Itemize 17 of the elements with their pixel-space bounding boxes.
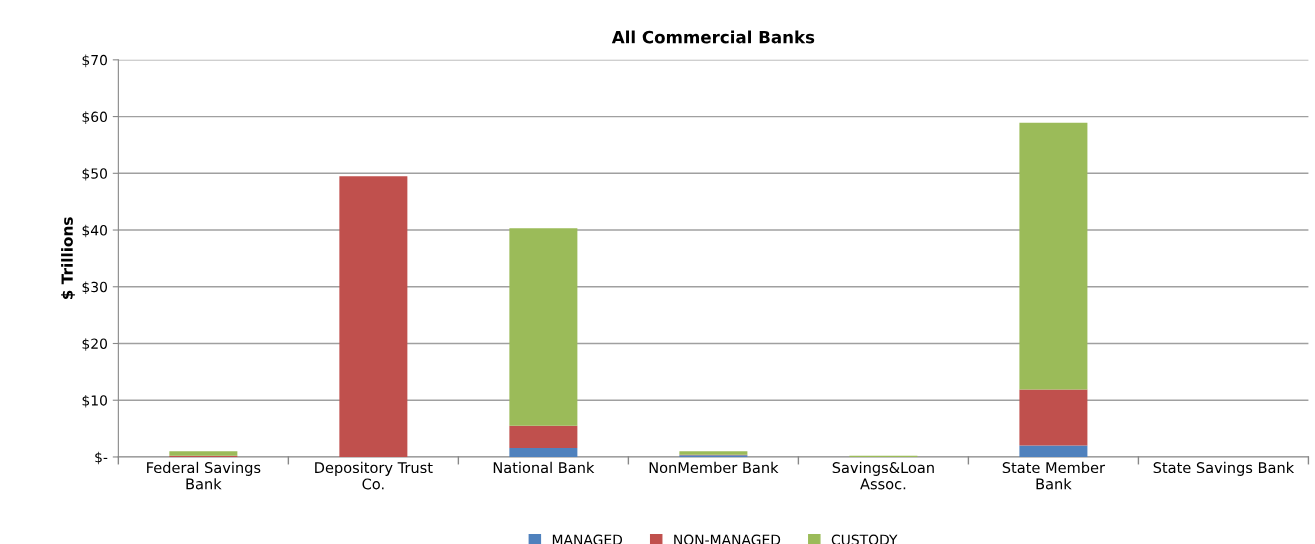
y-tick-label: $- (95, 451, 108, 465)
y-tick-label: $10 (82, 394, 108, 408)
chart-title: All Commercial Banks (611, 30, 815, 44)
x-tick-label: National Bank (493, 461, 595, 474)
y-tick-label: $40 (82, 224, 108, 238)
x-tick-label: Savings&Loan Assoc. (832, 461, 934, 490)
x-tick-label: State Savings Bank (1153, 461, 1295, 476)
x-tick-label: Federal Savings Bank (147, 461, 261, 490)
y-tick-label: $50 (82, 168, 108, 181)
y-tick-label: $70 (82, 54, 108, 68)
y-tick-label: $30 (82, 281, 108, 295)
y-tick-label: $60 (82, 111, 108, 124)
x-tick-label: NonMember Bank (649, 461, 779, 474)
x-tick-label: Depository Trust Co. (315, 461, 433, 490)
y-axis-title: $ Trillions (61, 217, 75, 300)
x-tick-label: State Member Bank (1002, 461, 1106, 490)
y-tick-label: $20 (82, 338, 108, 351)
